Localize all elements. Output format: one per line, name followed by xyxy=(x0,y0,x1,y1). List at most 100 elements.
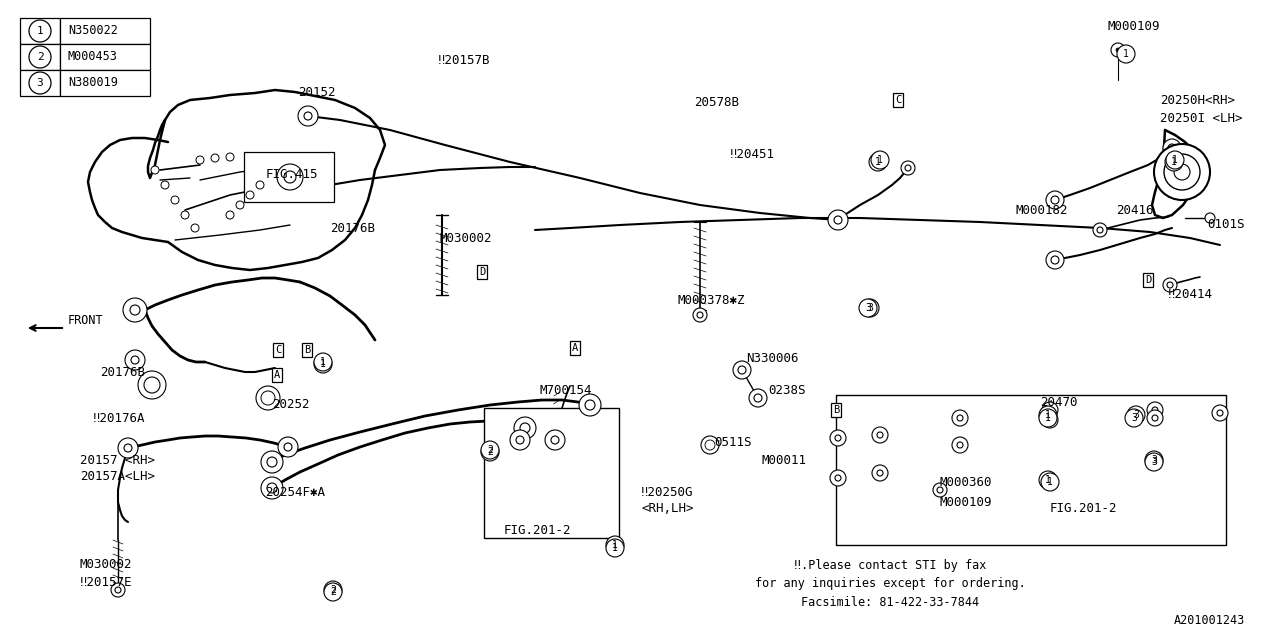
Circle shape xyxy=(1167,282,1172,288)
Circle shape xyxy=(261,477,283,499)
Text: 20176B: 20176B xyxy=(330,221,375,234)
Text: 1: 1 xyxy=(1172,155,1178,165)
Circle shape xyxy=(550,436,559,444)
Text: 1: 1 xyxy=(37,26,44,36)
Circle shape xyxy=(877,470,883,476)
Circle shape xyxy=(905,165,911,171)
Circle shape xyxy=(1093,223,1107,237)
Circle shape xyxy=(305,112,312,120)
Circle shape xyxy=(236,201,244,209)
Text: D: D xyxy=(1144,275,1151,285)
Circle shape xyxy=(29,20,51,42)
Text: 3: 3 xyxy=(867,303,873,313)
Circle shape xyxy=(1164,278,1178,292)
Circle shape xyxy=(701,436,719,454)
Text: M000378✱Z: M000378✱Z xyxy=(678,294,745,307)
Text: ‼20414: ‼20414 xyxy=(1169,289,1213,301)
Text: ‼20176A: ‼20176A xyxy=(93,412,146,424)
Circle shape xyxy=(1051,196,1059,204)
Text: M030002: M030002 xyxy=(440,232,493,244)
Circle shape xyxy=(172,196,179,204)
Text: 2: 2 xyxy=(330,585,335,595)
Text: 1: 1 xyxy=(877,155,883,165)
Text: FIG.201-2: FIG.201-2 xyxy=(504,524,571,536)
Text: D: D xyxy=(479,267,485,277)
Circle shape xyxy=(1042,402,1059,418)
Circle shape xyxy=(869,153,887,171)
Circle shape xyxy=(739,366,746,374)
Text: M00011: M00011 xyxy=(762,454,806,467)
Circle shape xyxy=(579,394,602,416)
Text: for any inquiries except for ordering.: for any inquiries except for ordering. xyxy=(755,577,1025,591)
Circle shape xyxy=(509,430,530,450)
Circle shape xyxy=(1204,213,1215,223)
Circle shape xyxy=(1039,409,1057,427)
Circle shape xyxy=(191,224,198,232)
Circle shape xyxy=(1164,154,1201,190)
Circle shape xyxy=(829,430,846,446)
Circle shape xyxy=(952,410,968,426)
Text: 1: 1 xyxy=(876,157,881,167)
Circle shape xyxy=(605,539,625,557)
Circle shape xyxy=(515,417,536,439)
Circle shape xyxy=(481,441,499,459)
Bar xyxy=(244,152,334,202)
Circle shape xyxy=(937,487,943,493)
Circle shape xyxy=(298,106,317,126)
Circle shape xyxy=(520,423,530,433)
Bar xyxy=(60,70,150,96)
Circle shape xyxy=(754,394,762,402)
Bar xyxy=(60,18,150,44)
Text: M000109: M000109 xyxy=(1107,19,1160,33)
Circle shape xyxy=(324,583,342,601)
Text: B: B xyxy=(303,345,310,355)
Circle shape xyxy=(125,350,145,370)
Text: 3: 3 xyxy=(1151,455,1157,465)
Text: A: A xyxy=(572,343,579,353)
Circle shape xyxy=(1046,191,1064,209)
Text: 20416: 20416 xyxy=(1116,204,1153,216)
Text: B: B xyxy=(833,405,840,415)
Circle shape xyxy=(1111,43,1125,57)
Circle shape xyxy=(1152,407,1158,413)
Circle shape xyxy=(131,356,140,364)
Circle shape xyxy=(733,361,751,379)
Circle shape xyxy=(698,312,703,318)
Circle shape xyxy=(585,400,595,410)
Circle shape xyxy=(314,353,332,371)
Text: FRONT: FRONT xyxy=(68,314,104,326)
Circle shape xyxy=(901,161,915,175)
Circle shape xyxy=(268,483,276,493)
Circle shape xyxy=(1046,251,1064,269)
Text: 20250I <LH>: 20250I <LH> xyxy=(1160,111,1243,125)
Text: C: C xyxy=(895,95,901,105)
Circle shape xyxy=(749,389,767,407)
Circle shape xyxy=(1047,407,1053,413)
Text: 20254F✱A: 20254F✱A xyxy=(265,486,325,499)
Text: 2: 2 xyxy=(488,447,493,457)
Text: 1: 1 xyxy=(1123,49,1129,59)
Bar xyxy=(484,408,620,538)
Circle shape xyxy=(692,308,707,322)
Text: 2: 2 xyxy=(488,445,493,455)
Text: N330006: N330006 xyxy=(746,351,799,365)
Text: FIG.415: FIG.415 xyxy=(266,168,319,182)
Text: 1: 1 xyxy=(1044,475,1051,485)
Circle shape xyxy=(1147,410,1164,426)
Circle shape xyxy=(1174,164,1190,180)
Circle shape xyxy=(227,153,234,161)
Circle shape xyxy=(276,164,303,190)
Circle shape xyxy=(835,216,842,224)
Text: 2: 2 xyxy=(37,52,44,62)
Text: A201001243: A201001243 xyxy=(1174,614,1245,627)
Circle shape xyxy=(516,436,524,444)
Circle shape xyxy=(118,438,138,458)
Circle shape xyxy=(957,415,963,421)
Text: 3: 3 xyxy=(1132,413,1137,423)
Circle shape xyxy=(1116,48,1120,52)
Circle shape xyxy=(1166,151,1184,169)
Circle shape xyxy=(1165,153,1183,171)
Circle shape xyxy=(261,391,275,405)
Text: 0511S: 0511S xyxy=(714,436,751,449)
Circle shape xyxy=(1039,406,1057,424)
